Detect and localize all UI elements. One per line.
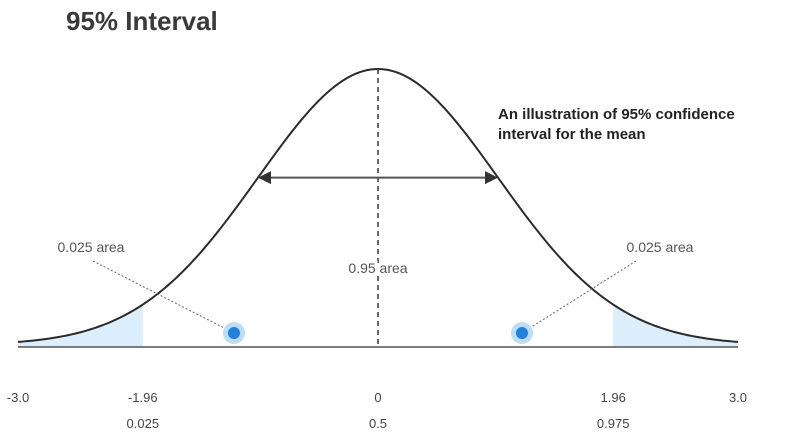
center-area-label: 0.95 area [348,260,407,276]
chart-title: 95% Interval [66,6,218,36]
caption-line-2: interval for the mean [498,126,646,143]
x-tick-label-0: 0 [374,390,381,405]
x-tick-label--3-0: -3.0 [7,390,29,405]
caption-line-1: An illustration of 95% confidence [498,106,735,123]
shaded-tail-left [18,304,143,347]
x-tick-label-3-0: 3.0 [729,390,747,405]
prob-label--1-96: 0.025 [127,416,160,431]
x-tick-label--1-96: -1.96 [128,390,158,405]
x-tick-label-1-96: 1.96 [601,390,626,405]
prob-label-0: 0.5 [369,416,387,431]
tail-dot-left [228,327,240,339]
tail-area-label-left: 0.025 area [58,239,125,255]
prob-label-1-96: 0.975 [597,416,630,431]
shaded-tail-right [613,304,738,347]
arrow-head-left-icon [258,171,271,185]
leader-line-right [521,260,637,334]
arrow-head-right-icon [485,171,498,185]
tail-dot-right [516,327,528,339]
tail-area-label-right: 0.025 area [627,239,694,255]
